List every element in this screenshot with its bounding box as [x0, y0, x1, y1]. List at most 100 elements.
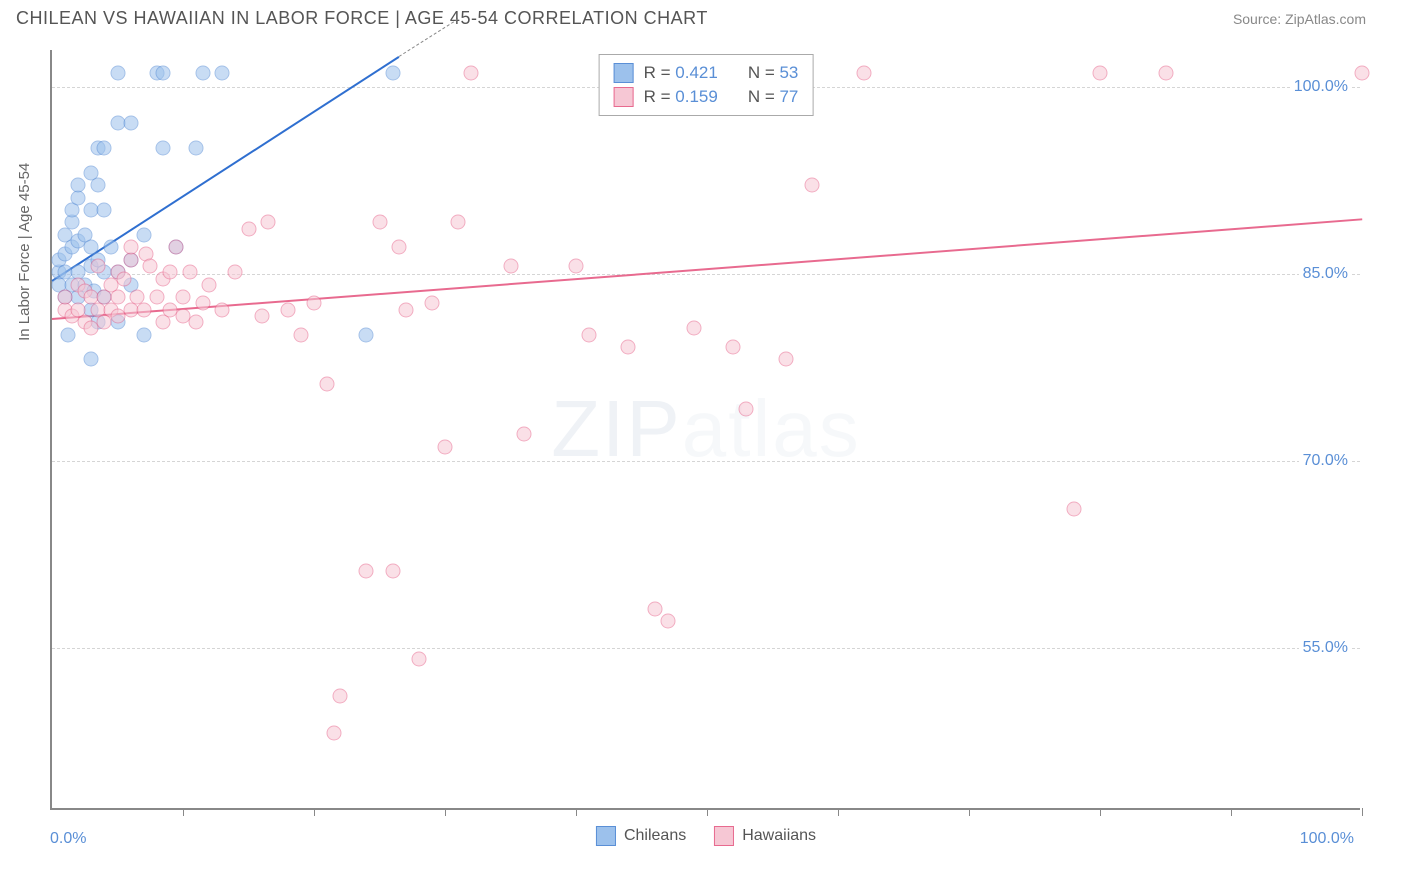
data-point: [372, 215, 387, 230]
data-point: [182, 265, 197, 280]
data-point: [307, 296, 322, 311]
data-point: [326, 726, 341, 741]
data-point: [162, 265, 177, 280]
legend-swatch: [596, 826, 616, 846]
data-point: [143, 259, 158, 274]
data-point: [228, 265, 243, 280]
data-point: [103, 240, 118, 255]
data-point: [90, 178, 105, 193]
data-point: [424, 296, 439, 311]
data-point: [293, 327, 308, 342]
legend-label: Hawaiians: [742, 827, 816, 845]
x-tick: [183, 808, 184, 816]
y-tick-label: 85.0%: [1299, 265, 1352, 283]
chart-plot-area: ZIPatlas R = 0.421N = 53R = 0.159N = 77 …: [50, 50, 1360, 810]
x-axis-min-label: 0.0%: [50, 830, 86, 848]
data-point: [90, 259, 105, 274]
data-point: [359, 564, 374, 579]
y-tick-label: 100.0%: [1290, 78, 1352, 96]
data-point: [176, 290, 191, 305]
data-point: [117, 271, 132, 286]
data-point: [58, 290, 73, 305]
legend-row: R = 0.421N = 53: [614, 61, 799, 85]
data-point: [136, 302, 151, 317]
data-point: [123, 115, 138, 130]
data-point: [686, 321, 701, 336]
data-point: [97, 140, 112, 155]
legend-swatch: [714, 826, 734, 846]
correlation-legend: R = 0.421N = 53R = 0.159N = 77: [599, 54, 814, 116]
data-point: [621, 340, 636, 355]
data-point: [84, 352, 99, 367]
data-point: [359, 327, 374, 342]
data-point: [739, 402, 754, 417]
y-axis-title: In Labor Force | Age 45-54: [16, 163, 33, 341]
legend-item: Hawaiians: [714, 826, 816, 846]
data-point: [333, 688, 348, 703]
data-point: [516, 427, 531, 442]
data-point: [71, 178, 86, 193]
data-point: [385, 65, 400, 80]
data-point: [261, 215, 276, 230]
x-tick: [445, 808, 446, 816]
data-point: [392, 240, 407, 255]
data-point: [97, 202, 112, 217]
gridline: [52, 274, 1360, 275]
gridline: [52, 648, 1360, 649]
source-text: Source: ZipAtlas.com: [1233, 11, 1366, 27]
data-point: [241, 221, 256, 236]
data-point: [149, 290, 164, 305]
data-point: [215, 302, 230, 317]
data-point: [503, 259, 518, 274]
gridline: [52, 461, 1360, 462]
data-point: [60, 327, 75, 342]
data-point: [202, 277, 217, 292]
chart-title: CHILEAN VS HAWAIIAN IN LABOR FORCE | AGE…: [16, 8, 708, 29]
x-tick: [314, 808, 315, 816]
data-point: [438, 439, 453, 454]
data-point: [778, 352, 793, 367]
series-legend: Chileans Hawaiians: [596, 826, 816, 846]
data-point: [398, 302, 413, 317]
data-point: [195, 65, 210, 80]
data-point: [169, 240, 184, 255]
data-point: [569, 259, 584, 274]
legend-row: R = 0.159N = 77: [614, 85, 799, 109]
data-point: [215, 65, 230, 80]
data-point: [385, 564, 400, 579]
x-axis-max-label: 100.0%: [1300, 830, 1354, 848]
y-tick-label: 55.0%: [1299, 639, 1352, 657]
data-point: [411, 651, 426, 666]
legend-swatch: [614, 87, 634, 107]
watermark-part1: ZIP: [551, 384, 681, 473]
data-point: [1093, 65, 1108, 80]
legend-r-label: R = 0.159: [644, 87, 718, 107]
legend-item: Chileans: [596, 826, 686, 846]
legend-n-label: N = 53: [748, 63, 799, 83]
data-point: [451, 215, 466, 230]
data-point: [280, 302, 295, 317]
data-point: [582, 327, 597, 342]
legend-swatch: [614, 63, 634, 83]
x-tick: [707, 808, 708, 816]
data-point: [254, 308, 269, 323]
x-tick: [1231, 808, 1232, 816]
data-point: [320, 377, 335, 392]
x-tick: [838, 808, 839, 816]
x-tick: [969, 808, 970, 816]
data-point: [136, 227, 151, 242]
data-point: [156, 140, 171, 155]
data-point: [464, 65, 479, 80]
data-point: [189, 140, 204, 155]
data-point: [1158, 65, 1173, 80]
data-point: [156, 65, 171, 80]
watermark-part2: atlas: [682, 384, 861, 473]
data-point: [857, 65, 872, 80]
data-point: [1355, 65, 1370, 80]
data-point: [726, 340, 741, 355]
data-point: [123, 240, 138, 255]
legend-label: Chileans: [624, 827, 686, 845]
y-tick-label: 70.0%: [1299, 452, 1352, 470]
data-point: [804, 178, 819, 193]
data-point: [195, 296, 210, 311]
